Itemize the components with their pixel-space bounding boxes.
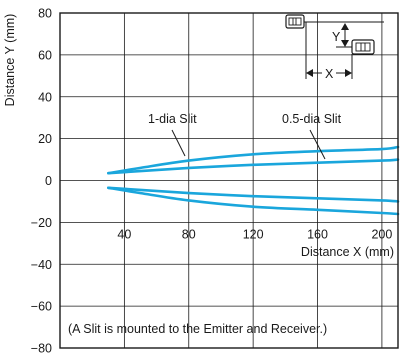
inset-y-label: Y <box>332 30 341 44</box>
y-axis-label: Distance Y (mm) <box>3 14 17 107</box>
series-label-0-5-dia-slit: 0.5-dia Slit <box>282 112 342 126</box>
emitter-icon <box>285 14 305 29</box>
chart-note: (A Slit is mounted to the Emitter and Re… <box>68 322 327 336</box>
y-tick-label: −80 <box>31 342 52 356</box>
series-line-1-dia-slit-upper <box>107 145 400 175</box>
y-tick-label: 80 <box>38 7 52 21</box>
series-line-1-dia-slit-lower <box>107 186 400 216</box>
series-line-0-5-dia-slit-lower <box>107 186 400 203</box>
y-tick-label: 60 <box>38 48 52 62</box>
y-tick-label: −60 <box>31 300 52 314</box>
x-tick-label: 40 <box>117 227 131 241</box>
x-dimension-arrow <box>306 69 352 77</box>
x-tick-label: 80 <box>182 227 196 241</box>
setup-diagram: Y X <box>285 14 384 81</box>
receiver-icon <box>351 39 375 55</box>
y-tick-label: −40 <box>31 258 52 272</box>
x-tick-label: 200 <box>371 227 392 241</box>
x-tick-label: 160 <box>307 227 328 241</box>
leader-line-1-dia-slit <box>171 129 186 157</box>
y-dimension-arrow <box>341 23 349 47</box>
y-tick-label: 40 <box>38 90 52 104</box>
series-line-0-5-dia-slit-upper <box>107 158 400 175</box>
grid <box>60 13 398 348</box>
series-curves <box>107 145 400 216</box>
plot-frame <box>59 12 399 349</box>
x-tick-label: 120 <box>243 227 264 241</box>
x-axis-label: Distance X (mm) <box>301 245 394 259</box>
y-tick-label: −20 <box>31 216 52 230</box>
y-tick-label: 20 <box>38 132 52 146</box>
leader-line-0-5-dia-slit <box>309 129 326 160</box>
y-tick-label: 0 <box>45 174 52 188</box>
series-label-1-dia-slit: 1-dia Slit <box>148 112 197 126</box>
inset-x-label: X <box>325 67 334 81</box>
